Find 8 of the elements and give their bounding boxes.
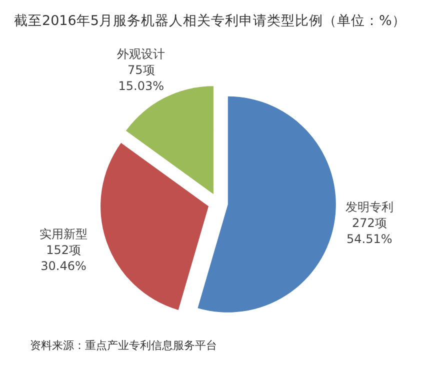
- data-label: 75项 15.03%: [118, 63, 164, 94]
- slice-label: 外观设计: [117, 47, 166, 62]
- data-label: 272项 54.51%: [346, 216, 392, 246]
- text: 资料来源：重点产业专利信息服务平台: [30, 338, 217, 353]
- slice-label: 发明专利: [345, 200, 394, 214]
- data-label: 152项 30.46%: [40, 243, 86, 274]
- chart-title: 截至2016年5月服务机器人相关专利申请类型比例（单位：%）: [14, 12, 406, 30]
- slice-label: 实用新型: [40, 227, 88, 242]
